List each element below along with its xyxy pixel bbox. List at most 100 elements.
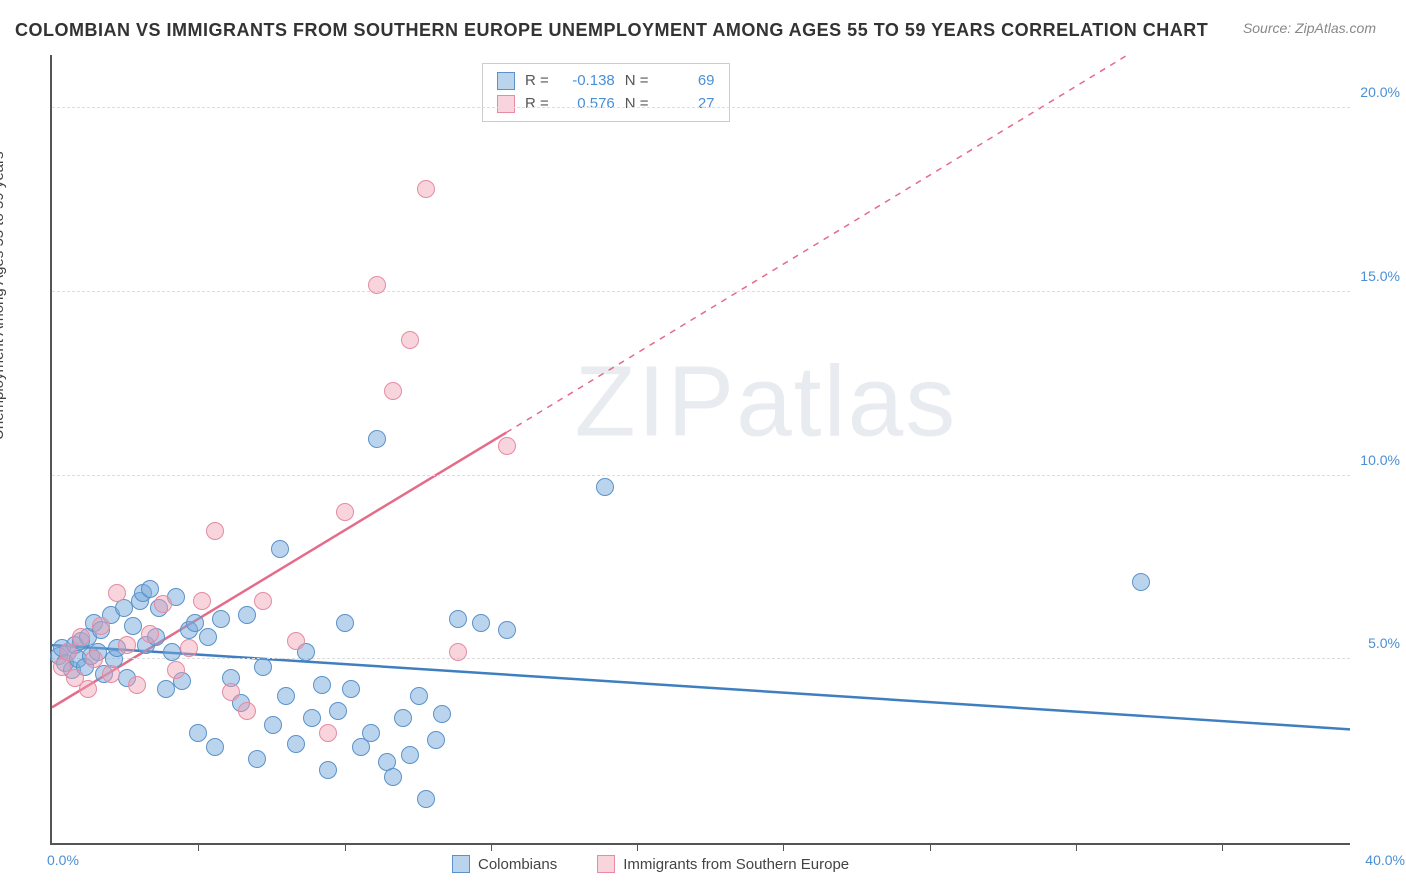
gridline: [52, 107, 1350, 108]
data-point: [222, 683, 240, 701]
n-value-pink: 27: [659, 93, 715, 116]
data-point: [277, 687, 295, 705]
y-tick-label: 15.0%: [1360, 268, 1400, 284]
watermark: ZIPatlas: [574, 344, 957, 459]
legend-swatch-pink-icon: [597, 855, 615, 873]
data-point: [72, 628, 90, 646]
data-point: [154, 595, 172, 613]
data-point: [264, 716, 282, 734]
data-point: [336, 614, 354, 632]
legend-label: Immigrants from Southern Europe: [623, 856, 849, 873]
data-point: [271, 540, 289, 558]
data-point: [212, 610, 230, 628]
data-point: [449, 610, 467, 628]
data-point: [102, 665, 120, 683]
r-label: R =: [525, 70, 549, 93]
data-point: [85, 650, 103, 668]
series-legend: Colombians Immigrants from Southern Euro…: [452, 855, 849, 873]
r-value-pink: 0.576: [559, 93, 615, 116]
data-point: [596, 478, 614, 496]
legend-row-pink: R = 0.576 N = 27: [497, 93, 715, 116]
data-point: [336, 503, 354, 521]
y-axis-label: Unemployment Among Ages 55 to 59 years: [0, 151, 7, 440]
data-point: [248, 750, 266, 768]
legend-item-colombians: Colombians: [452, 855, 557, 873]
data-point: [128, 676, 146, 694]
data-point: [157, 680, 175, 698]
x-axis-max-label: 40.0%: [1365, 852, 1405, 868]
legend-row-blue: R = -0.138 N = 69: [497, 70, 715, 93]
data-point: [433, 705, 451, 723]
chart-svg-layer: [52, 55, 1350, 843]
data-point: [108, 584, 126, 602]
legend-swatch-blue-icon: [452, 855, 470, 873]
legend-swatch-pink-icon: [497, 95, 515, 113]
x-axis-min-label: 0.0%: [47, 852, 79, 868]
data-point: [79, 680, 97, 698]
data-point: [384, 382, 402, 400]
legend-label: Colombians: [478, 856, 557, 873]
data-point: [186, 614, 204, 632]
r-value-blue: -0.138: [559, 70, 615, 93]
x-tick: [345, 843, 346, 851]
data-point: [189, 724, 207, 742]
data-point: [206, 738, 224, 756]
data-point: [1132, 573, 1150, 591]
x-tick: [491, 843, 492, 851]
data-point: [417, 790, 435, 808]
x-tick: [1222, 843, 1223, 851]
data-point: [362, 724, 380, 742]
data-point: [410, 687, 428, 705]
source-attribution: Source: ZipAtlas.com: [1243, 20, 1376, 36]
data-point: [206, 522, 224, 540]
data-point: [287, 735, 305, 753]
data-point: [141, 580, 159, 598]
data-point: [472, 614, 490, 632]
correlation-legend: R = -0.138 N = 69 R = 0.576 N = 27: [482, 63, 730, 122]
data-point: [329, 702, 347, 720]
data-point: [313, 676, 331, 694]
data-point: [180, 639, 198, 657]
n-label: N =: [625, 93, 649, 116]
data-point: [401, 331, 419, 349]
gridline: [52, 475, 1350, 476]
data-point: [319, 761, 337, 779]
data-point: [238, 702, 256, 720]
y-tick-label: 5.0%: [1368, 635, 1400, 651]
x-tick: [1076, 843, 1077, 851]
data-point: [254, 592, 272, 610]
data-point: [401, 746, 419, 764]
data-point: [59, 643, 77, 661]
data-point: [303, 709, 321, 727]
data-point: [167, 661, 185, 679]
data-point: [449, 643, 467, 661]
data-point: [427, 731, 445, 749]
chart-title: COLOMBIAN VS IMMIGRANTS FROM SOUTHERN EU…: [15, 20, 1208, 41]
n-value-blue: 69: [659, 70, 715, 93]
x-tick: [198, 843, 199, 851]
data-point: [319, 724, 337, 742]
data-point: [498, 437, 516, 455]
data-point: [118, 636, 136, 654]
y-tick-label: 20.0%: [1360, 84, 1400, 100]
data-point: [342, 680, 360, 698]
r-label: R =: [525, 93, 549, 116]
data-point: [238, 606, 256, 624]
data-point: [368, 276, 386, 294]
data-point: [384, 768, 402, 786]
data-point: [254, 658, 272, 676]
data-point: [287, 632, 305, 650]
data-point: [417, 180, 435, 198]
data-point: [92, 617, 110, 635]
gridline: [52, 658, 1350, 659]
data-point: [498, 621, 516, 639]
data-point: [141, 625, 159, 643]
gridline: [52, 291, 1350, 292]
y-tick-label: 10.0%: [1360, 452, 1400, 468]
x-tick: [783, 843, 784, 851]
x-tick: [637, 843, 638, 851]
legend-item-southern-europe: Immigrants from Southern Europe: [597, 855, 849, 873]
n-label: N =: [625, 70, 649, 93]
data-point: [394, 709, 412, 727]
data-point: [163, 643, 181, 661]
